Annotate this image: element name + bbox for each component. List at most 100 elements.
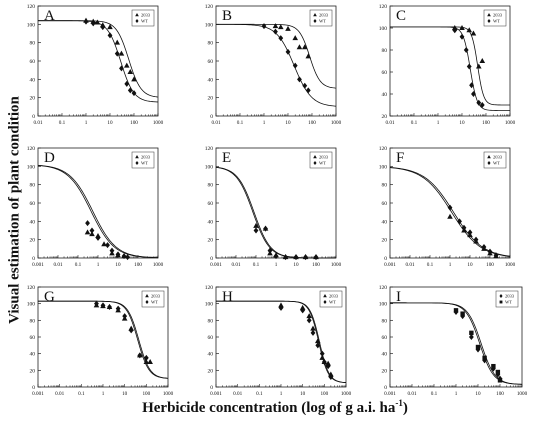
y-tick-label: 80	[30, 318, 36, 324]
data-point	[459, 33, 465, 40]
y-tick-label: 0	[210, 256, 213, 262]
data-point	[273, 253, 279, 260]
x-tick-label: 100	[142, 391, 150, 397]
x-tick-label: 0.1	[78, 391, 85, 397]
legend-marker	[135, 13, 139, 17]
legend-label: 2033	[493, 155, 503, 160]
x-tick-label: 1000	[331, 120, 342, 126]
data-point	[313, 254, 319, 261]
data-point	[310, 329, 316, 336]
panel-letter: C	[396, 8, 406, 24]
legend-marker	[313, 19, 317, 23]
y-tick-label: 0	[384, 256, 387, 262]
y-tick-label: 100	[27, 164, 36, 170]
data-point	[463, 47, 469, 53]
x-tick-label: 1	[449, 262, 452, 268]
data-point	[121, 253, 127, 260]
data-point	[94, 19, 101, 25]
data-point	[292, 62, 298, 69]
data-point	[85, 220, 90, 227]
fit-curve-wt	[390, 26, 510, 111]
y-tick-label: 120	[205, 146, 214, 152]
data-point	[131, 90, 137, 97]
chart-panel-g: 0 20 40 60 80 100 120 0.001 0.01 0.1 1 10 100 1000 G 20…	[27, 285, 174, 397]
data-point	[487, 248, 493, 255]
legend-label: 2033	[319, 155, 329, 160]
data-point	[84, 229, 91, 235]
data-point	[89, 231, 95, 237]
data-point	[475, 63, 482, 69]
y-tick-label: 100	[379, 26, 388, 32]
y-tick-label: 100	[205, 302, 214, 308]
x-tick-label: 100	[312, 262, 320, 268]
data-point	[261, 23, 267, 30]
x-tick-label: 10	[475, 391, 481, 397]
data-point	[461, 224, 467, 231]
panel-letter: E	[222, 150, 231, 166]
x-tick-label: 100	[496, 391, 504, 397]
data-point	[143, 354, 149, 361]
y-tick-label: 80	[30, 41, 36, 47]
x-tick-label: 0.01	[233, 391, 242, 397]
y-tick-label: 20	[382, 238, 388, 244]
legend-marker	[323, 300, 327, 304]
fit-curve-wt	[38, 300, 169, 379]
x-tick-label: 1000	[163, 391, 174, 397]
fit-curve-wt	[37, 164, 159, 259]
x-tick-label: 0.01	[407, 391, 416, 397]
y-tick-label: 60	[208, 59, 214, 65]
data-point	[127, 87, 133, 94]
fit-curve-wt	[38, 20, 159, 103]
y-tick-label: 80	[382, 183, 388, 189]
x-tick-label: 10	[459, 120, 465, 126]
y-tick-label: 120	[379, 285, 388, 291]
y-tick-label: 40	[382, 92, 388, 98]
chart-panel-d: 0 20 40 60 80 100 120 0.001 0.01 0.1 1 10 100 1000 D 20…	[27, 146, 164, 268]
legend-label: WT	[493, 19, 500, 24]
x-tick-label: 0.1	[411, 120, 418, 126]
data-point	[315, 342, 321, 349]
data-point	[457, 218, 462, 225]
x-tick-label: 0.1	[237, 120, 244, 126]
x-tick-label: 100	[486, 262, 494, 268]
fit-curve-2033	[389, 167, 511, 257]
fit-curve-wt	[389, 167, 511, 257]
legend-marker	[487, 13, 491, 17]
y-tick-label: 40	[208, 352, 214, 358]
x-tick-label: 0.01	[405, 262, 414, 268]
y-tick-label: 40	[30, 219, 36, 225]
data-point	[319, 350, 325, 357]
data-point	[466, 27, 473, 33]
data-point	[305, 53, 312, 59]
data-point	[469, 330, 474, 336]
y-tick-label: 20	[30, 368, 36, 374]
data-point	[475, 344, 481, 350]
data-point	[109, 247, 115, 254]
y-tick-label: 40	[30, 352, 36, 358]
y-tick-label: 100	[205, 164, 214, 170]
x-tick-label: 10	[300, 391, 306, 397]
data-point	[278, 35, 284, 42]
panel-letter: A	[44, 8, 55, 24]
data-point	[105, 242, 110, 249]
y-tick-label: 80	[208, 41, 214, 47]
data-point	[452, 27, 458, 34]
x-tick-label: 100	[320, 391, 328, 397]
data-point	[325, 360, 331, 366]
data-point	[285, 48, 291, 55]
x-tick-label: 1	[455, 391, 458, 397]
legend-marker	[135, 19, 139, 23]
legend-marker	[313, 13, 317, 17]
x-tick-label: 0.01	[53, 262, 62, 268]
chart-panel-h: 0 20 40 60 80 100 120 0.001 0.01 0.1 1 10 100 1000 H 20…	[205, 285, 352, 397]
data-point	[293, 254, 299, 261]
x-tick-label: 0.001	[384, 262, 396, 268]
x-tick-label: 0.001	[32, 262, 44, 268]
data-point	[114, 50, 120, 57]
data-point	[491, 363, 496, 369]
